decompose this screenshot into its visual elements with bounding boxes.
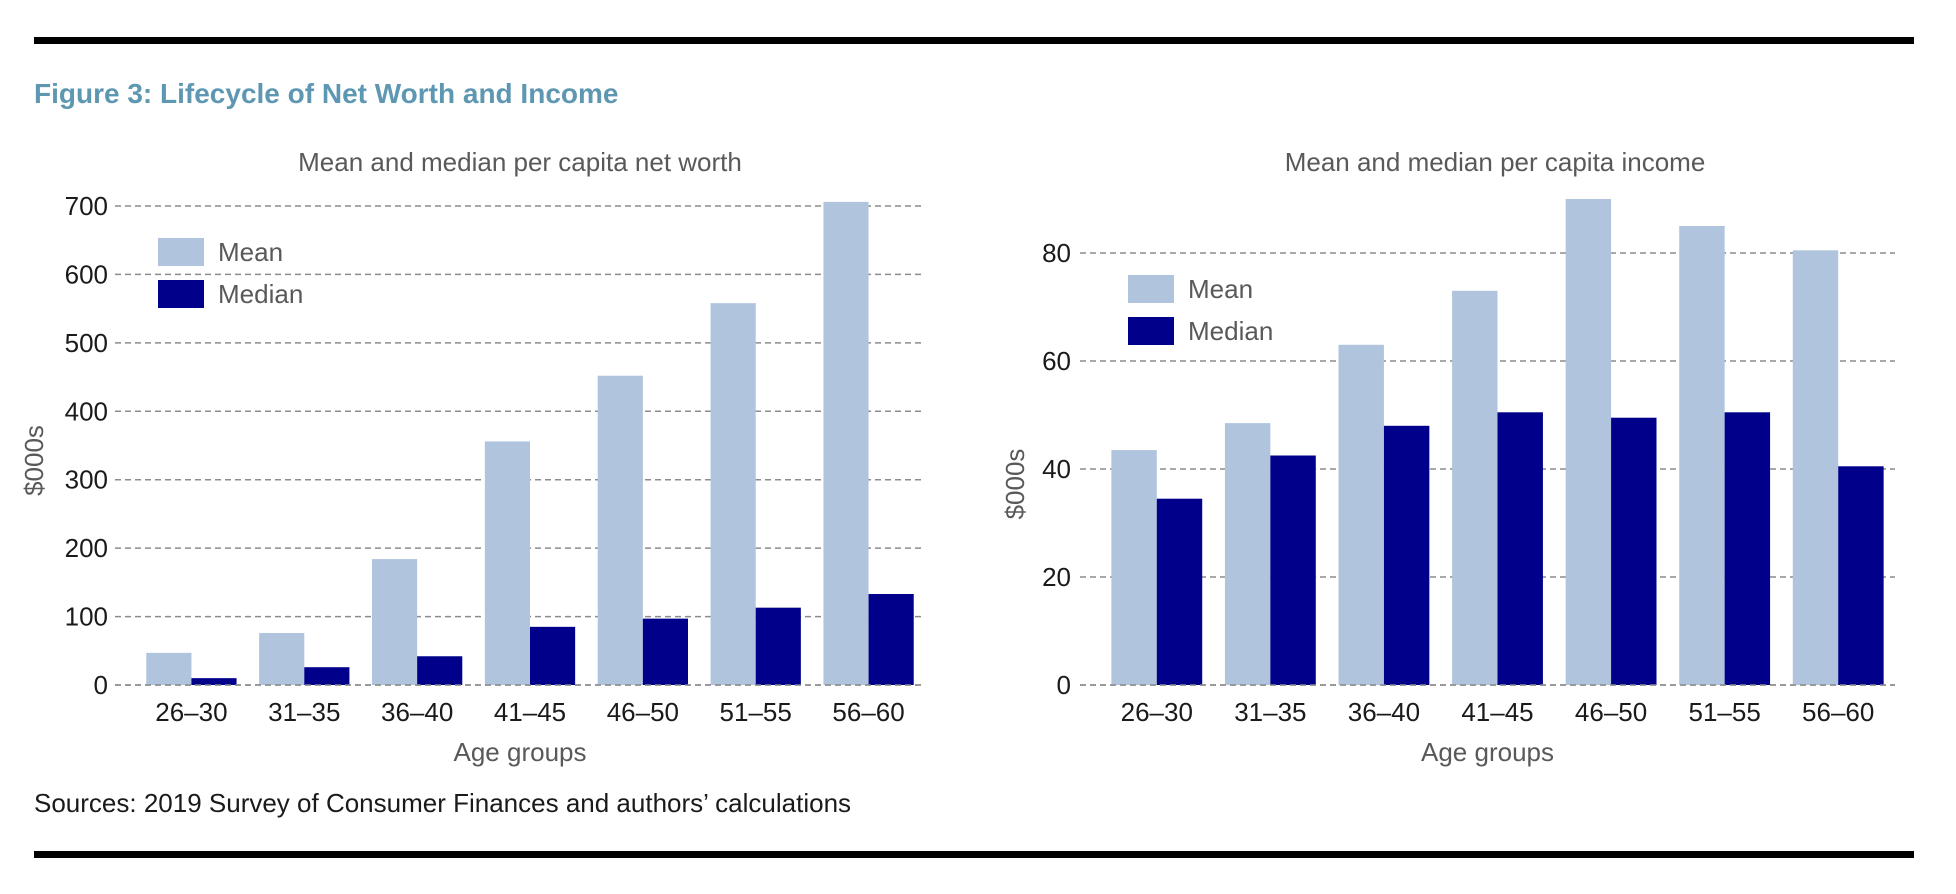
- x-tick-label: 31–35: [268, 697, 340, 727]
- bar-median: [417, 656, 463, 685]
- x-tick-label: 56–60: [1802, 697, 1874, 727]
- bar-mean: [710, 303, 756, 685]
- bottom-rule: [34, 851, 1914, 858]
- y-tick-label: 20: [1042, 562, 1071, 592]
- bar-median: [1838, 466, 1884, 685]
- y-tick-label: 0: [94, 670, 108, 700]
- y-tick-label: 400: [65, 396, 108, 426]
- x-axis-label: Age groups: [454, 737, 587, 767]
- x-tick-label: 36–40: [1348, 697, 1420, 727]
- legend-swatch-mean: [158, 238, 204, 266]
- bar-mean: [1452, 290, 1498, 685]
- chart-title: Mean and median per capita income: [1285, 147, 1706, 177]
- bar-median: [1497, 412, 1543, 685]
- bar-mean: [1224, 423, 1271, 685]
- x-tick-label: 31–35: [1234, 697, 1306, 727]
- legend-label-mean: Mean: [218, 237, 283, 267]
- y-tick-label: 60: [1042, 346, 1071, 376]
- bar-mean: [1338, 344, 1384, 685]
- legend-label-mean: Mean: [1188, 274, 1253, 304]
- bar-mean: [1792, 250, 1839, 686]
- bar-median: [755, 607, 801, 685]
- bar-mean: [1111, 450, 1157, 685]
- bar-mean: [146, 652, 192, 685]
- y-tick-label: 200: [65, 533, 108, 563]
- bar-median: [1156, 498, 1203, 685]
- legend-label-median: Median: [218, 279, 303, 309]
- y-tick-label: 700: [65, 191, 108, 221]
- legend-swatch-mean: [1128, 275, 1174, 303]
- bar-median: [868, 593, 914, 685]
- x-tick-label: 56–60: [832, 697, 904, 727]
- bar-median: [642, 618, 688, 685]
- x-tick-label: 46–50: [607, 697, 679, 727]
- x-tick-label: 26–30: [1121, 697, 1193, 727]
- x-tick-label: 46–50: [1575, 697, 1647, 727]
- source-note: Sources: 2019 Survey of Consumer Finance…: [34, 788, 852, 818]
- bar-median: [1724, 412, 1771, 685]
- x-tick-label: 26–30: [155, 697, 227, 727]
- bar-mean: [259, 632, 305, 685]
- bar-median: [304, 667, 350, 685]
- bar-mean: [597, 375, 643, 685]
- bar-mean: [823, 201, 869, 685]
- y-tick-label: 100: [65, 602, 108, 632]
- bar-median: [1270, 455, 1316, 685]
- x-tick-label: 36–40: [381, 697, 453, 727]
- y-tick-label: 300: [65, 465, 108, 495]
- x-axis-label: Age groups: [1421, 737, 1554, 767]
- y-tick-label: 80: [1042, 238, 1071, 268]
- y-axis-label: $000s: [19, 425, 49, 496]
- figure-title: Figure 3: Lifecycle of Net Worth and Inc…: [34, 78, 619, 109]
- legend-label-median: Median: [1188, 316, 1273, 346]
- top-rule: [34, 37, 1914, 44]
- y-tick-label: 40: [1042, 454, 1071, 484]
- y-tick-label: 500: [65, 328, 108, 358]
- networth-chart: Mean and median per capita net worth 0 100…: [19, 147, 925, 767]
- bar-mean: [1565, 199, 1612, 685]
- bar-mean: [484, 441, 530, 685]
- bar-median: [191, 678, 237, 685]
- bar-mean: [372, 559, 418, 685]
- x-tick-label: 41–45: [1461, 697, 1533, 727]
- bar-median: [530, 626, 576, 685]
- x-tick-label: 51–55: [1688, 697, 1760, 727]
- y-tick-label: 600: [65, 259, 108, 289]
- bar-median: [1383, 425, 1430, 685]
- legend-swatch-median: [158, 280, 204, 308]
- legend-swatch-median: [1128, 317, 1174, 345]
- y-axis-label: $000s: [1000, 449, 1030, 520]
- x-tick-label: 51–55: [720, 697, 792, 727]
- chart-title: Mean and median per capita net worth: [298, 147, 742, 177]
- income-chart: Mean and median per capita income 0 20 40 60…: [1000, 147, 1895, 767]
- bar-median: [1611, 417, 1657, 685]
- x-tick-label: 41–45: [494, 697, 566, 727]
- y-tick-label: 0: [1057, 670, 1071, 700]
- bar-mean: [1679, 226, 1725, 685]
